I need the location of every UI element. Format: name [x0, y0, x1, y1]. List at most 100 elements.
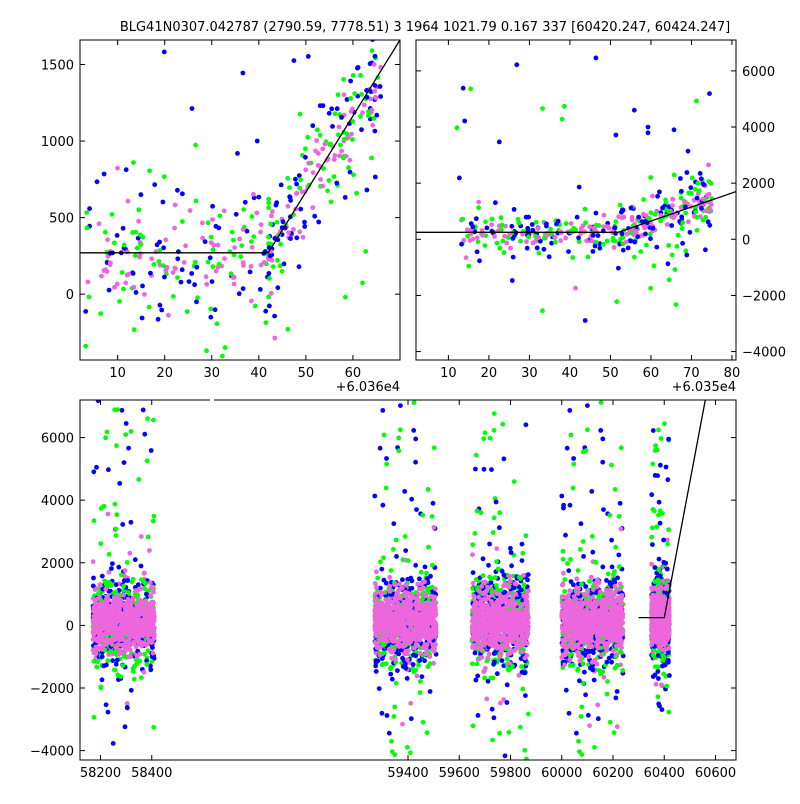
data-point-blue	[148, 448, 154, 453]
data-point-blue	[459, 241, 464, 247]
data-point-green	[268, 221, 274, 227]
data-point-green	[396, 435, 402, 441]
data-point-blue	[650, 225, 656, 231]
data-point-pink	[117, 596, 122, 602]
data-point-pink	[93, 651, 99, 656]
data-point-blue	[504, 682, 510, 688]
data-point-green	[365, 109, 371, 115]
data-point-pink	[708, 207, 713, 213]
data-point-green	[344, 131, 350, 137]
data-point-green	[134, 594, 140, 600]
data-point-pink	[127, 647, 133, 653]
data-point-green	[112, 240, 117, 246]
data-point-blue	[161, 245, 167, 251]
data-point-pink	[497, 654, 503, 659]
data-point-pink	[148, 580, 153, 586]
data-point-blue	[294, 235, 300, 241]
data-point-pink	[373, 600, 379, 606]
data-point-green	[647, 216, 652, 222]
data-point-pink	[136, 218, 142, 224]
data-point-blue	[266, 271, 272, 276]
data-point-blue	[161, 49, 167, 55]
data-point-pink	[91, 636, 97, 641]
data-point-pink	[685, 219, 691, 225]
data-point-blue	[140, 283, 145, 289]
data-point-green	[396, 448, 402, 454]
data-point-pink	[240, 260, 246, 265]
data-point-pink	[269, 213, 274, 219]
data-point-green	[121, 286, 126, 292]
data-point-green	[495, 566, 501, 572]
data-point-pink	[589, 238, 595, 244]
data-point-green	[332, 111, 338, 117]
data-point-green	[518, 238, 523, 244]
data-point-blue	[267, 253, 273, 259]
data-point-blue	[334, 106, 340, 112]
data-point-green	[343, 294, 348, 300]
data-point-pink	[92, 600, 98, 606]
data-point-pink	[347, 157, 353, 163]
data-point-pink	[131, 284, 137, 290]
data-point-pink	[704, 208, 709, 214]
data-point-green	[216, 261, 222, 267]
data-point-blue	[523, 422, 529, 428]
data-point-pink	[494, 546, 500, 551]
data-point-pink	[113, 645, 119, 651]
data-point-pink	[254, 210, 260, 216]
data-point-blue	[372, 53, 378, 59]
data-point-blue	[194, 299, 199, 305]
data-point-blue	[645, 130, 651, 136]
data-point-pink	[535, 225, 541, 231]
data-point-pink	[415, 591, 421, 597]
data-point-green	[424, 570, 429, 576]
data-point-blue	[267, 303, 272, 309]
data-point-pink	[150, 633, 156, 639]
x-tick-label: 20	[481, 366, 498, 381]
data-point-pink	[391, 603, 397, 609]
data-point-green	[102, 578, 108, 584]
data-point-green	[119, 572, 124, 578]
data-point-pink	[104, 610, 110, 616]
data-point-green	[652, 212, 658, 217]
data-point-blue	[142, 431, 148, 437]
data-point-green	[231, 237, 236, 243]
data-point-pink	[405, 613, 410, 618]
data-point-green	[132, 664, 137, 669]
data-point-blue	[155, 316, 161, 322]
data-point-pink	[513, 581, 519, 587]
data-point-green	[145, 416, 150, 422]
data-point-blue	[144, 591, 149, 597]
data-point-pink	[258, 229, 263, 235]
data-point-blue	[389, 676, 395, 682]
data-point-green	[321, 166, 326, 171]
data-point-green	[416, 662, 421, 668]
data-point-blue	[254, 138, 260, 144]
data-point-blue	[244, 228, 250, 234]
data-point-pink	[502, 581, 508, 586]
data-point-blue	[481, 466, 487, 472]
data-point-green	[137, 658, 143, 664]
data-point-green	[632, 254, 637, 260]
data-point-pink	[303, 167, 309, 173]
data-point-pink	[151, 627, 157, 633]
axes-frame	[79, 39, 401, 361]
data-point-green	[151, 513, 157, 519]
x-tick-label: 10	[109, 366, 126, 381]
data-point-pink	[114, 281, 120, 287]
data-point-green	[128, 429, 134, 434]
data-point-blue	[497, 525, 502, 531]
data-point-pink	[403, 582, 409, 588]
data-point-green	[669, 252, 675, 258]
data-point-blue	[329, 106, 335, 112]
data-point-blue	[473, 216, 479, 222]
data-point-green	[601, 242, 606, 247]
data-point-blue	[612, 225, 618, 231]
data-point-green	[249, 214, 255, 219]
data-point-pink	[480, 232, 486, 238]
data-point-blue	[703, 247, 708, 253]
data-point-pink	[368, 96, 373, 102]
data-point-green	[505, 235, 511, 241]
data-point-blue	[544, 221, 549, 227]
data-point-green	[583, 220, 588, 226]
data-point-pink	[361, 102, 367, 108]
